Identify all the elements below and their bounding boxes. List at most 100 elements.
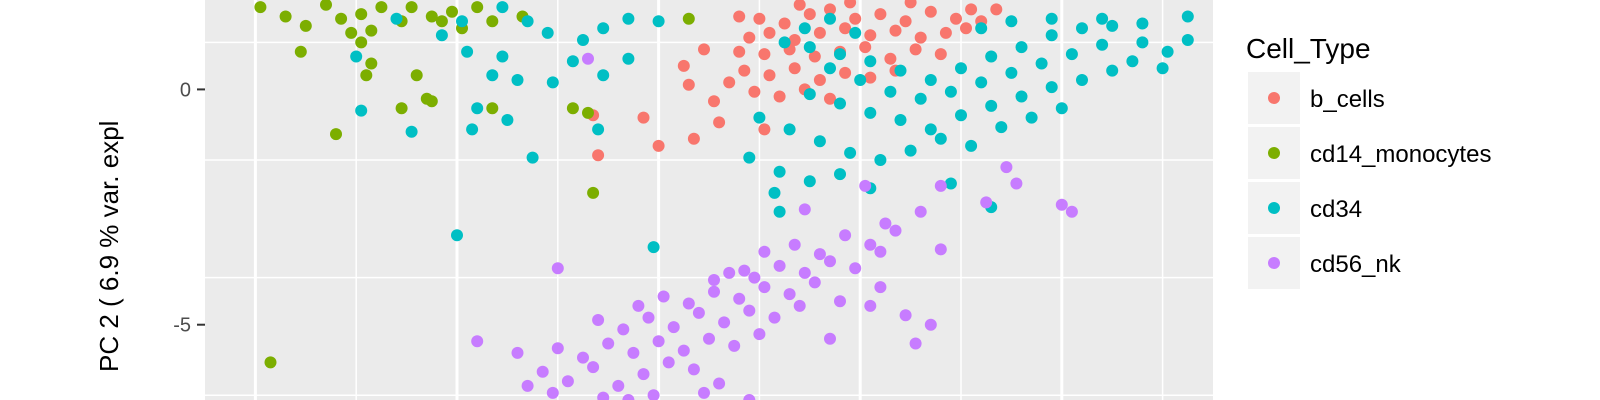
point-cd34 (798, 22, 811, 35)
point-b_cells (708, 95, 720, 108)
point-b_cells (824, 92, 836, 105)
point-cd34 (1015, 90, 1028, 103)
point-b_cells (909, 43, 922, 56)
point-b_cells (788, 62, 801, 75)
point-b_cells (844, 0, 857, 9)
point-b_cells (758, 123, 771, 136)
point-b_cells (637, 111, 650, 124)
point-b_cells (682, 78, 695, 91)
point-cd56_nk (934, 243, 947, 256)
point-cd34 (496, 1, 509, 14)
point-cd56_nk (824, 255, 836, 268)
point-cd14_monocytes (405, 1, 418, 14)
point-cd14_monocytes (365, 24, 378, 37)
point-cd56_nk (687, 363, 700, 376)
point-cd56_nk (612, 379, 625, 392)
point-cd56_nk (582, 52, 594, 65)
point-cd34 (597, 22, 610, 35)
point-cd14_monocytes (294, 45, 307, 58)
point-cd56_nk (657, 290, 670, 303)
point-b_cells (698, 43, 710, 56)
point-cd34 (1015, 41, 1028, 54)
point-cd56_nk (632, 299, 645, 312)
point-cd34 (451, 229, 463, 242)
point-b_cells (939, 26, 952, 39)
point-cd34 (390, 12, 403, 25)
point-cd56_nk (980, 196, 993, 209)
point-cd56_nk (622, 394, 635, 400)
point-cd14_monocytes (355, 36, 368, 49)
point-b_cells (874, 8, 887, 21)
point-cd14_monocytes (375, 1, 388, 14)
point-cd56_nk (677, 344, 690, 357)
point-b_cells (743, 31, 756, 44)
point-cd56_nk (1010, 177, 1023, 190)
point-b_cells (793, 0, 806, 11)
point-cd56_nk (587, 361, 600, 374)
point-cd14_monocytes (566, 102, 579, 115)
point-cd56_nk (723, 266, 736, 279)
point-cd34 (975, 76, 988, 89)
point-b_cells (758, 48, 771, 61)
point-b_cells (884, 52, 897, 65)
point-cd34 (1106, 19, 1119, 32)
point-cd34 (1136, 36, 1149, 49)
point-cd56_nk (788, 238, 801, 251)
point-cd34 (1035, 57, 1048, 70)
point-b_cells (592, 149, 605, 162)
point-cd34 (592, 123, 605, 136)
point-cd34 (854, 74, 867, 86)
point-cd56_nk (662, 356, 675, 369)
point-cd34 (1005, 66, 1018, 79)
point-cd34 (803, 175, 816, 188)
point-cd34 (1005, 15, 1018, 28)
point-cd34 (647, 241, 660, 254)
point-cd56_nk (859, 179, 872, 192)
point-cd34 (985, 50, 998, 63)
point-cd34 (1156, 62, 1169, 75)
point-cd56_nk (793, 299, 806, 312)
legend-label: cd14_monocytes (1310, 141, 1491, 168)
point-b_cells (849, 12, 862, 25)
point-cd34 (884, 85, 897, 98)
point-cd34 (834, 97, 846, 110)
point-b_cells (763, 69, 776, 82)
point-cd34 (849, 26, 862, 39)
point-cd34 (768, 186, 781, 199)
point-b_cells (859, 41, 872, 54)
point-cd56_nk (874, 281, 887, 294)
point-cd34 (1055, 102, 1068, 115)
point-cd56_nk (798, 266, 811, 279)
point-cd56_nk (1055, 198, 1068, 211)
point-cd34 (461, 45, 474, 58)
point-cd56_nk (627, 346, 640, 359)
point-cd56_nk (698, 386, 710, 399)
point-cd34 (1136, 17, 1149, 30)
point-cd34 (1126, 55, 1139, 68)
point-b_cells (723, 76, 736, 89)
point-cd56_nk (667, 321, 680, 334)
point-cd34 (773, 165, 786, 178)
point-cd34 (824, 62, 836, 75)
point-cd56_nk (824, 332, 836, 345)
point-cd34 (778, 36, 791, 49)
point-cd34 (1065, 48, 1078, 61)
point-cd56_nk (738, 264, 751, 277)
point-cd56_nk (758, 281, 771, 294)
point-cd56_nk (783, 288, 796, 301)
point-b_cells (738, 64, 751, 77)
point-cd34 (471, 102, 484, 115)
point-cd14_monocytes (395, 102, 408, 115)
point-cd56_nk (924, 318, 937, 331)
point-cd56_nk (536, 365, 549, 378)
data-points (254, 0, 1194, 400)
point-cd34 (350, 50, 363, 63)
point-cd14_monocytes (254, 1, 267, 14)
point-cd34 (955, 109, 967, 122)
point-b_cells (824, 3, 836, 16)
point-cd14_monocytes (299, 19, 312, 32)
point-cd56_nk (708, 285, 720, 298)
point-b_cells (778, 17, 791, 30)
point-cd56_nk (914, 205, 927, 218)
